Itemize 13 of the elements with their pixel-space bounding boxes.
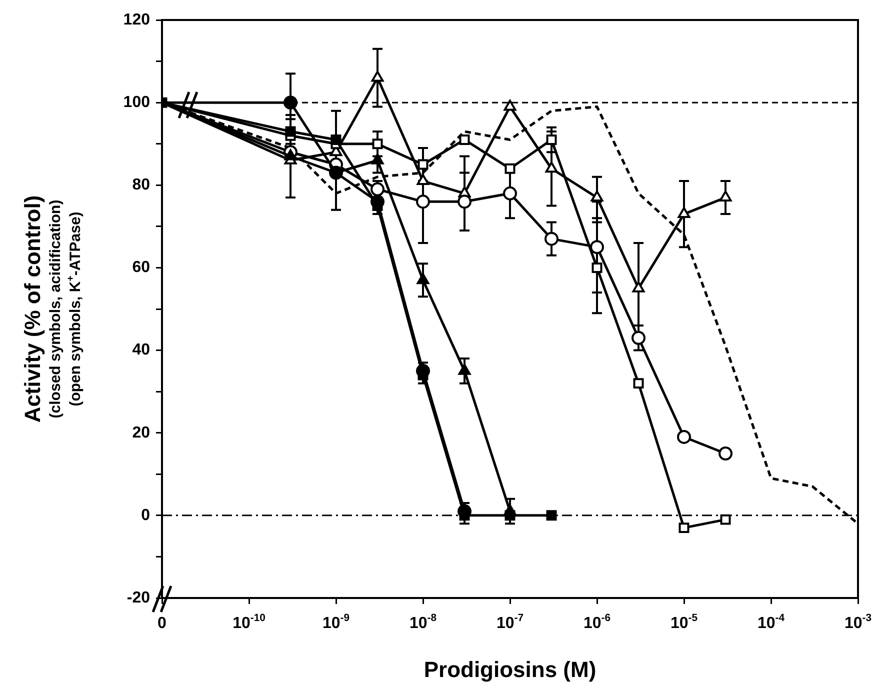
y-tick-label: 80 [132, 176, 150, 194]
x-axis-title: Prodigiosins (M) [424, 657, 596, 682]
text: (open symbols, K+-ATPase) [65, 212, 84, 406]
text: (closed symbols, acidification) [47, 200, 64, 418]
y-tick-label: 120 [123, 11, 150, 28]
y-tick-label: 20 [132, 424, 150, 442]
y-tick-label: 40 [132, 342, 150, 359]
y-axis-title: Activity (% of control) [20, 195, 45, 423]
y-tick-label: -20 [126, 589, 150, 606]
y-tick-label: 100 [123, 94, 150, 111]
y-tick-label: 0 [141, 506, 150, 524]
x-tick-label: 0 [158, 615, 167, 632]
y-tick-label: 60 [132, 259, 150, 276]
